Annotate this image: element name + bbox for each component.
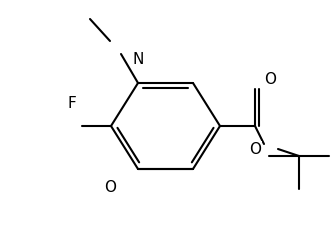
Text: F: F [68,95,76,111]
Text: N: N [132,52,144,68]
Text: O: O [264,73,276,87]
Text: O: O [104,180,116,196]
Text: O: O [249,142,261,158]
